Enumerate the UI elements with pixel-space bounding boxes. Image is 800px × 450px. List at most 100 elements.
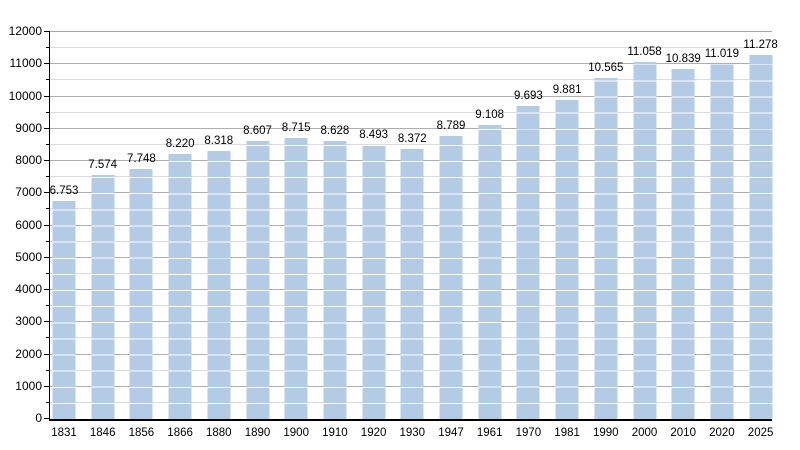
y-axis-tick-label: 0 (35, 411, 42, 425)
bar (52, 201, 76, 419)
bar (284, 137, 308, 419)
y-axis-tick-label: 5000 (15, 249, 42, 264)
bar-value-label: 11.058 (627, 46, 662, 59)
bar-value-label: 8.220 (165, 137, 195, 150)
y-axis-tick (46, 240, 50, 242)
y-axis-tick (46, 369, 50, 371)
bar-value-label: 9.693 (514, 90, 543, 103)
bar-value-label: 8.607 (243, 125, 272, 138)
y-axis-tick (44, 31, 50, 32)
y-axis-tick-label: 9000 (15, 120, 42, 135)
gridline-minor (50, 47, 772, 49)
x-axis-tick-label: 2025 (747, 427, 774, 439)
bar (91, 174, 115, 419)
y-axis-tick (46, 143, 50, 145)
bar (671, 69, 695, 419)
y-axis-tick (46, 401, 50, 403)
y-axis-tick (44, 224, 50, 226)
y-axis-tick (44, 256, 50, 258)
bar (129, 169, 153, 419)
bar (207, 150, 231, 419)
y-axis-tick (46, 305, 50, 307)
bar-value-label: 8.493 (359, 129, 388, 142)
y-axis-tick (44, 289, 50, 290)
bar-value-label: 11.278 (743, 39, 778, 52)
gridline-major (50, 127, 772, 129)
y-axis-tick (46, 176, 50, 178)
bar-value-label: 10.565 (588, 62, 624, 75)
x-axis-tick-label: 1990 (593, 427, 619, 439)
bar-value-label: 9.881 (552, 84, 582, 97)
x-axis-tick-label: 1961 (476, 427, 503, 439)
x-axis-tick-label: 2000 (631, 427, 658, 439)
bar-value-label: 7.574 (88, 158, 118, 171)
y-axis-tick (44, 353, 50, 355)
bar-value-label: 8.628 (320, 124, 350, 137)
bar (633, 62, 656, 419)
bar (710, 63, 734, 419)
gridline-minor (50, 143, 772, 145)
x-axis-tick-label: 1866 (167, 427, 193, 439)
y-axis-tick (44, 95, 50, 97)
bar-value-label: 7.748 (127, 153, 156, 166)
bar-value-label: 8.789 (436, 119, 466, 132)
bar-value-label: 8.318 (204, 134, 234, 147)
bar (516, 106, 540, 419)
y-axis-tick-label: 1000 (15, 378, 42, 393)
y-axis-tick (46, 337, 50, 339)
bar-value-label: 8.372 (397, 133, 427, 146)
x-axis-tick-label: 1856 (128, 427, 155, 439)
y-axis-tick-label: 3000 (15, 314, 42, 329)
gridline-minor (50, 79, 772, 81)
bar-value-label: 10.839 (665, 53, 701, 66)
gridline-minor (50, 111, 772, 113)
x-axis-tick-label: 2020 (709, 427, 735, 439)
y-axis-tick (46, 272, 50, 274)
x-axis-tick-label: 1900 (283, 427, 309, 439)
y-axis-tick (44, 192, 50, 194)
y-axis-labels: 0 1000 2000 3000 4000 5000 6000 7000 8000 9000 100… (0, 24, 49, 425)
x-axis-tick-label: 2010 (670, 427, 696, 439)
x-axis-tick-label: 1880 (206, 427, 232, 439)
x-axis-tick-label: 1910 (322, 427, 348, 439)
bar (478, 125, 502, 419)
y-axis-tick-label: 11000 (9, 56, 42, 71)
bar (323, 140, 347, 419)
y-axis-tick (46, 208, 50, 210)
bar (555, 100, 579, 419)
y-axis-tick-label: 7000 (15, 185, 42, 200)
x-axis-tick-label: 1930 (399, 427, 426, 439)
x-axis-tick-label: 1970 (515, 427, 542, 439)
bar-value-label: 6.753 (49, 185, 79, 198)
bar (362, 145, 386, 419)
plot-area: 6.753 1831 7.574 1846 7.748 1856 8.220 1866 8.31… (44, 31, 778, 439)
bar (400, 149, 424, 419)
y-axis-tick (44, 160, 50, 161)
y-axis-tick-label: 12000 (8, 24, 42, 38)
bar-value-label: 8.715 (281, 121, 311, 134)
x-axis-tick-label: 1890 (244, 427, 271, 439)
y-axis-tick (44, 385, 50, 387)
bar (594, 78, 618, 419)
x-axis-tick-label: 1846 (89, 427, 116, 439)
y-axis-tick (44, 127, 50, 129)
x-axis-tick-label: 1947 (438, 427, 464, 439)
y-axis-tick (46, 79, 50, 81)
y-axis-tick (44, 63, 50, 65)
bar-value-label: 9.108 (475, 109, 505, 122)
y-axis-tick-label: 10000 (8, 88, 42, 103)
y-axis-tick-label: 2000 (15, 346, 42, 361)
x-axis-tick-label: 1981 (554, 427, 580, 439)
y-axis-tick-label: 4000 (15, 282, 42, 296)
gridline-major (50, 63, 772, 65)
y-axis-tick-label: 8000 (15, 153, 42, 167)
y-axis-tick (44, 418, 50, 419)
y-axis-tick (46, 47, 50, 49)
y-axis-tick-label: 6000 (15, 217, 42, 232)
bar (246, 141, 269, 419)
bar (168, 153, 192, 419)
y-axis-tick (44, 321, 50, 323)
bar-value-label: 11.019 (704, 47, 740, 60)
bar (749, 55, 773, 419)
